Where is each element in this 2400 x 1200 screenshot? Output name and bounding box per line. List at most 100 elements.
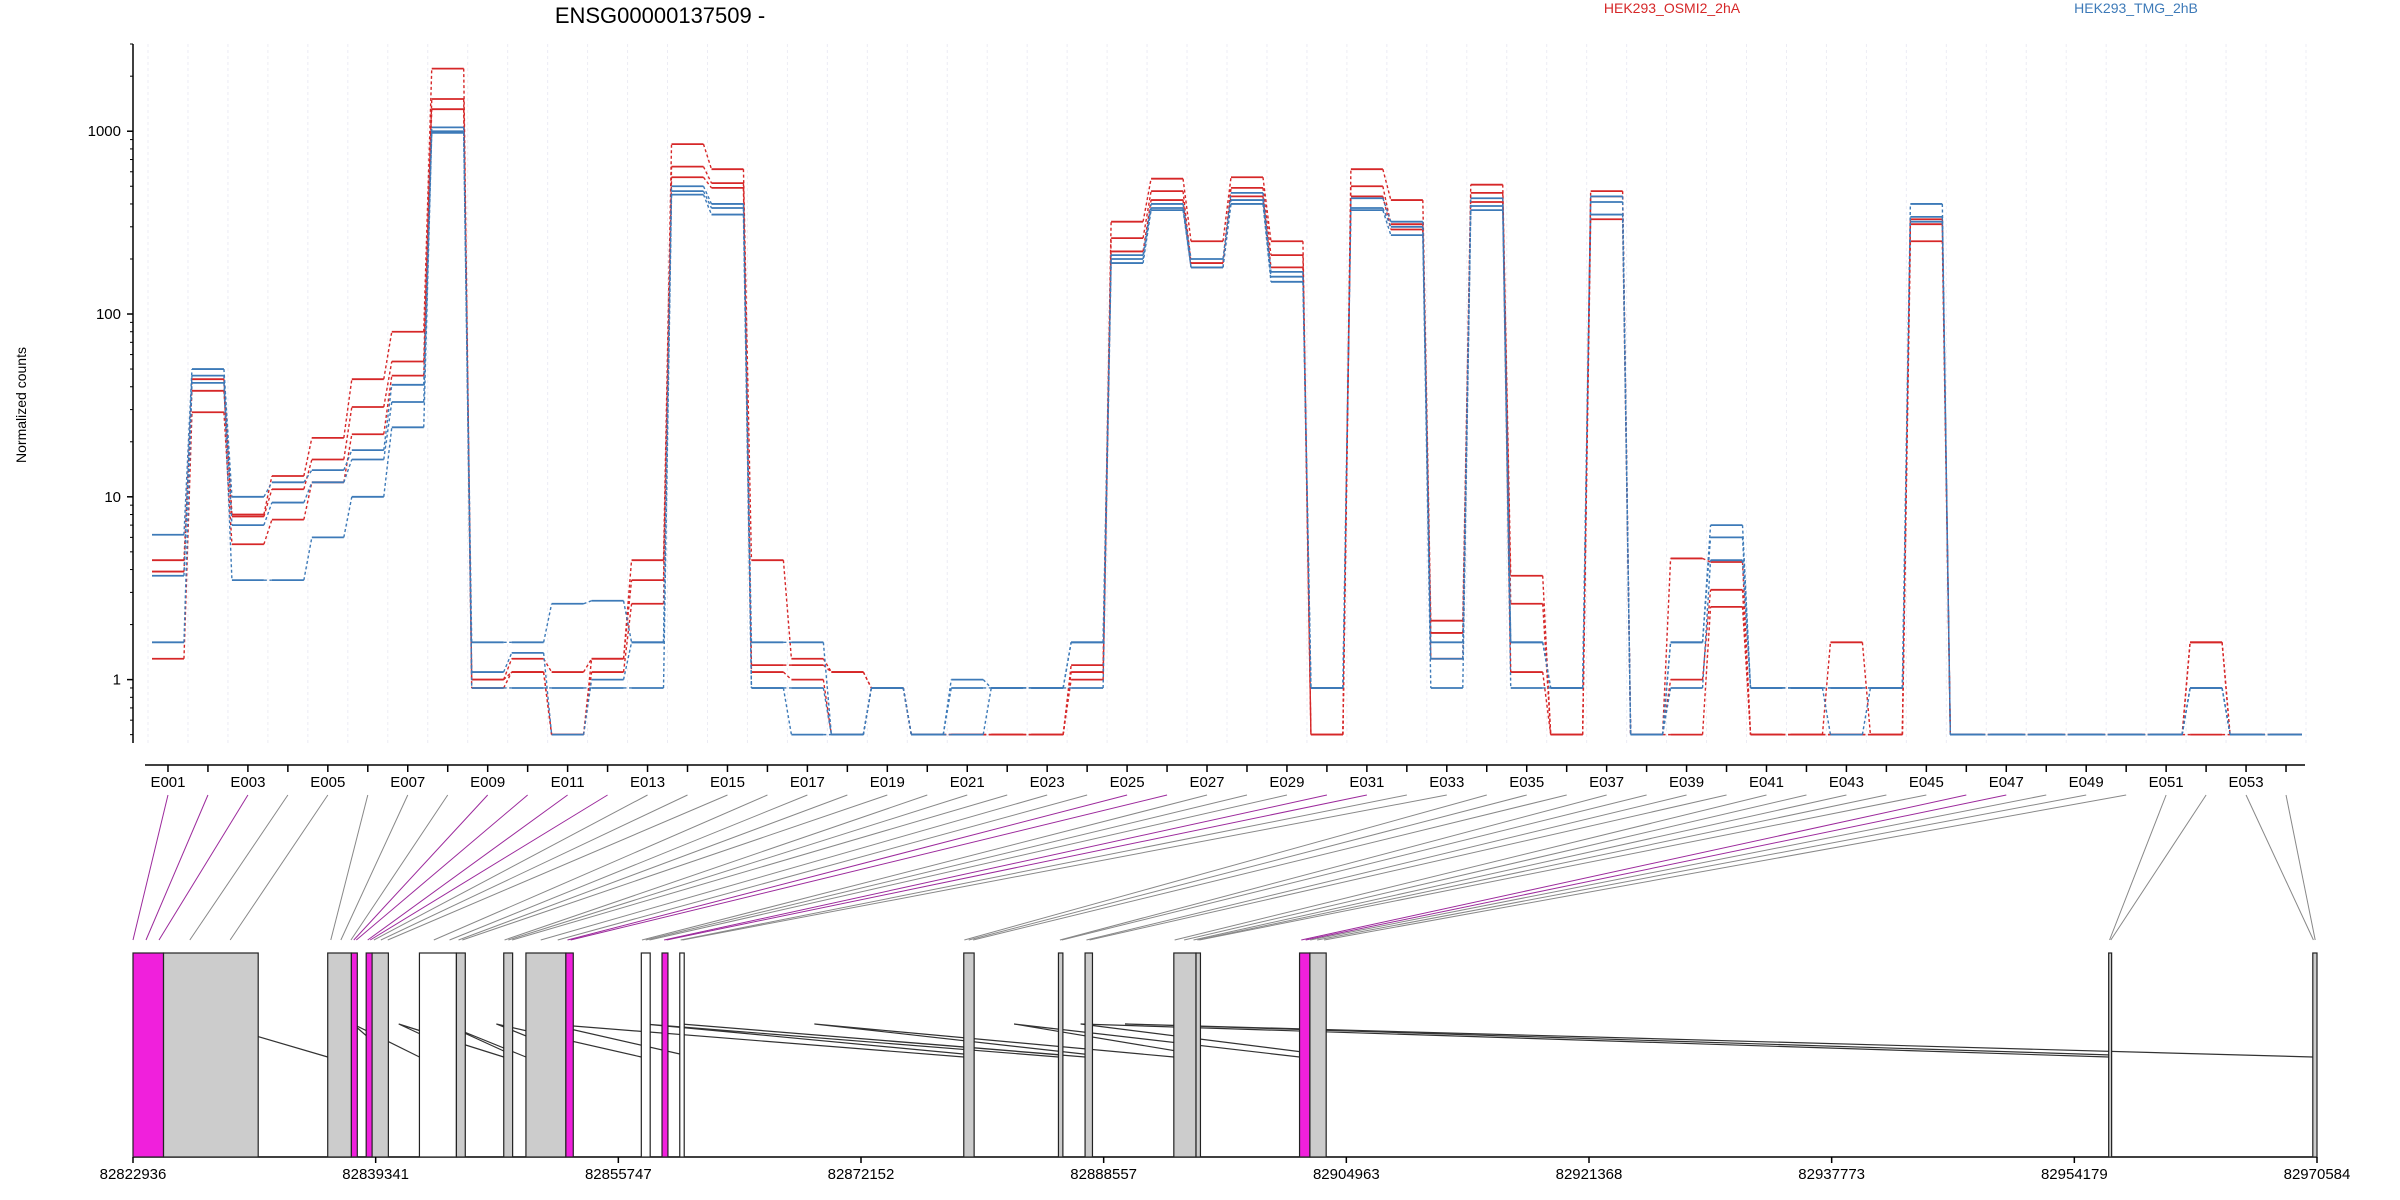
exon-connector: [1305, 794, 2007, 941]
exon-connector: [1197, 794, 1887, 941]
genomic-tick-label: 82954179: [2041, 1166, 2108, 1183]
x-tick-label: E051: [2149, 774, 2184, 791]
intron-line: [1080, 1023, 2109, 1058]
exon-block: [1309, 952, 1327, 1158]
exon-connector: [1317, 794, 2087, 941]
exon-connector: [511, 794, 1008, 941]
intron-line: [681, 1023, 1086, 1058]
exon-connector: [367, 794, 568, 941]
exon-connector: [968, 794, 1527, 941]
x-tick-label: E005: [310, 774, 345, 791]
series-line-transition: [183, 132, 2271, 736]
exon-connector: [350, 794, 449, 941]
exon-connector: [567, 794, 1128, 941]
y-tick-label: 100: [96, 306, 121, 323]
exon-block: [455, 952, 466, 1158]
intron-line: [1013, 1023, 1300, 1058]
exon-block: [418, 952, 458, 1158]
exon-connector: [2245, 794, 2314, 941]
exon-block: [661, 952, 669, 1158]
exon-connector: [682, 794, 1447, 941]
exon-connector: [1199, 794, 1927, 941]
x-tick-label: E053: [2229, 774, 2264, 791]
x-tick-label: E019: [870, 774, 905, 791]
x-tick-label: E015: [710, 774, 745, 791]
genomic-tick-label: 82970584: [2284, 1166, 2351, 1183]
exon-connector: [540, 794, 1048, 941]
exon-connector: [462, 794, 888, 941]
x-tick-label: E041: [1749, 774, 1784, 791]
exon-block: [679, 952, 685, 1158]
y-ticks: 1 10 100 1000: [88, 43, 133, 736]
x-tick-label: E001: [150, 774, 185, 791]
exon-connector: [1061, 794, 1647, 941]
genomic-tick-label: 82937773: [1798, 1166, 1865, 1183]
legend-label-osmi: HEK293_OSMI2_2hA: [1604, 0, 1741, 16]
exon-connector: [380, 794, 688, 941]
exon-connector: [663, 794, 1328, 941]
exon-connector: [557, 794, 1088, 941]
legend-label-tmg: HEK293_TMG_2hB: [2074, 0, 2198, 16]
x-tick-label: E017: [790, 774, 825, 791]
exon-block: [1195, 952, 1202, 1158]
x-tick-label: E027: [1189, 774, 1224, 791]
genomic-coordinate-ticks: 82822936 82839341 82855747 82872152 82888557…: [100, 1157, 2351, 1183]
exon-block: [162, 952, 259, 1158]
exon-connector: [330, 794, 369, 941]
exon-connector: [1323, 794, 2127, 941]
y-tick-label: 10: [104, 489, 121, 506]
x-tick-label: E033: [1429, 774, 1464, 791]
intron-line: [814, 1023, 1174, 1058]
exon-connector: [1174, 794, 1767, 941]
vertical-grid: [147, 44, 2307, 743]
x-tick-label: E003: [230, 774, 265, 791]
gene-model: [132, 952, 2318, 1158]
x-tick-label: E009: [470, 774, 505, 791]
exon-connector: [1089, 794, 1727, 941]
x-tick-label: E037: [1589, 774, 1624, 791]
exon-block: [963, 952, 975, 1158]
exon-connector: [387, 794, 728, 941]
exon-connector: [645, 794, 1248, 941]
genomic-tick-label: 82872152: [828, 1166, 895, 1183]
exon-block: [1298, 952, 1311, 1158]
exon-block: [327, 952, 352, 1158]
genomic-tick-label: 82822936: [100, 1166, 167, 1183]
exon-connector: [964, 794, 1487, 941]
exon-connector: [145, 794, 209, 941]
chart-title: ENSG00000137509 -: [555, 3, 765, 28]
exon-connector: [1086, 794, 1687, 941]
exon-connector: [355, 794, 528, 941]
genomic-tick-label: 82888557: [1070, 1166, 1137, 1183]
exon-block: [1084, 952, 1094, 1158]
exon-block: [565, 952, 574, 1158]
exon-block: [503, 952, 514, 1158]
x-tick-label: E013: [630, 774, 665, 791]
exon-connector: [458, 794, 848, 941]
genomic-tick-label: 82921368: [1556, 1166, 1623, 1183]
exon-connector: [2110, 794, 2207, 941]
exon-block: [1173, 952, 1197, 1158]
x-tick-label: E035: [1509, 774, 1544, 791]
genomic-tick-label: 82855747: [585, 1166, 652, 1183]
exon-connector: [641, 794, 1208, 941]
series-line: [152, 131, 2302, 736]
exon-block: [350, 952, 358, 1158]
x-tick-label: E011: [551, 774, 585, 791]
exon-connector: [973, 794, 1567, 941]
y-tick-label: 1: [113, 672, 121, 689]
exon-connector: [2109, 794, 2167, 941]
y-tick-label: 1000: [88, 123, 121, 140]
x-tick-label: E023: [1030, 774, 1065, 791]
x-tick-label: E029: [1269, 774, 1304, 791]
exon-connector: [369, 794, 608, 941]
exon-connector: [353, 794, 489, 941]
exon-block: [2108, 952, 2113, 1158]
exon-connector: [570, 794, 1168, 941]
genomic-tick-label: 82839341: [342, 1166, 409, 1183]
exon-block: [2312, 952, 2318, 1158]
x-tick-label: E047: [1989, 774, 2024, 791]
exon-connector: [666, 794, 1367, 941]
exon-connector: [680, 794, 1407, 941]
intron-line: [1124, 1023, 2313, 1058]
